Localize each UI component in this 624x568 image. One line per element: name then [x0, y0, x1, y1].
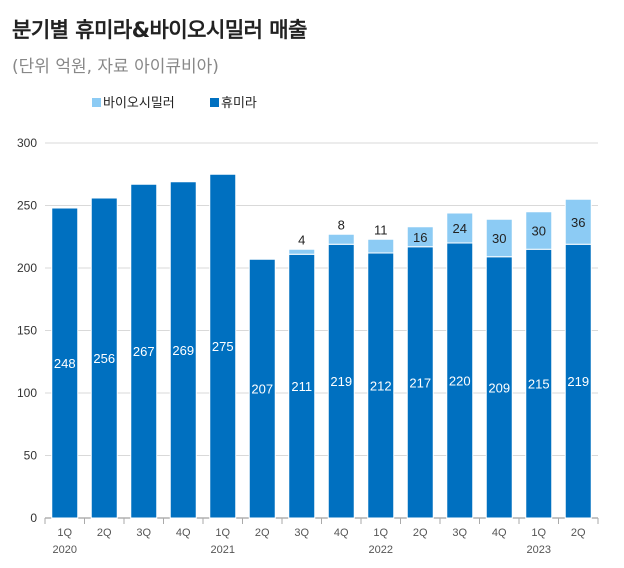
y-tick-label: 300 — [17, 136, 37, 150]
bar-humira — [327, 243, 355, 519]
legend-label: 휴미라 — [221, 96, 257, 111]
bar-humira — [51, 207, 79, 519]
bar-humira — [485, 256, 513, 519]
x-tick-label: 4Q — [492, 527, 507, 539]
x-tick-label: 3Q — [294, 527, 309, 539]
legend-swatch — [92, 98, 101, 107]
x-year-label: 2022 — [369, 544, 393, 556]
data-label-humira: 219 — [567, 374, 589, 389]
x-tick-label: 2Q — [413, 527, 428, 539]
chart-subtitle: (단위 억원, 자료 아이큐비아) — [12, 57, 219, 77]
bar-humira — [130, 183, 158, 519]
data-label-humira: 267 — [133, 344, 155, 359]
y-tick-label: 150 — [17, 324, 37, 338]
bar-humira — [248, 258, 276, 519]
x-tick-label: 4Q — [334, 527, 349, 539]
bar-biosimilar — [406, 226, 434, 248]
bar-biosimilar — [288, 248, 316, 255]
bar-humira — [90, 197, 118, 519]
data-label-humira: 207 — [251, 382, 273, 397]
data-label-humira: 219 — [330, 374, 352, 389]
data-label-humira: 209 — [488, 380, 510, 395]
x-tick-label: 4Q — [176, 527, 191, 539]
bar-humira — [406, 246, 434, 519]
x-year-label: 2021 — [211, 544, 235, 556]
y-tick-label: 100 — [17, 386, 37, 400]
bar-humira — [288, 253, 316, 519]
data-label-humira: 248 — [54, 356, 76, 371]
y-tick-label: 0 — [30, 511, 37, 525]
chart-title: 분기별 휴미라&바이오시밀러 매출 — [12, 18, 307, 42]
x-tick-label: 1Q — [531, 527, 546, 539]
y-tick-label: 250 — [17, 199, 37, 213]
x-tick-label: 3Q — [452, 527, 467, 539]
data-label-humira: 215 — [528, 377, 550, 392]
legend-swatch — [210, 98, 219, 107]
data-label-humira: 269 — [172, 343, 194, 358]
x-tick-label: 1Q — [215, 527, 230, 539]
bar-biosimilar — [485, 218, 513, 258]
x-year-label: 2020 — [53, 544, 77, 556]
data-label-biosimilar: 16 — [413, 230, 427, 245]
data-label-biosimilar: 4 — [298, 232, 305, 247]
data-label-biosimilar: 11 — [374, 222, 388, 237]
data-label-biosimilar: 8 — [338, 217, 345, 232]
y-tick-label: 50 — [24, 449, 38, 463]
data-label-humira: 217 — [409, 375, 431, 390]
bar-biosimilar — [327, 233, 355, 245]
bar-biosimilar — [367, 238, 395, 254]
data-label-humira: 220 — [449, 374, 471, 389]
bar-biosimilar — [446, 212, 474, 244]
x-year-label: 2023 — [527, 544, 551, 556]
x-tick-label: 2Q — [97, 527, 112, 539]
bar-biosimilar — [525, 211, 553, 250]
x-tick-label: 2Q — [571, 527, 586, 539]
bar-humira — [525, 248, 553, 519]
bar-humira — [169, 181, 197, 519]
x-tick-label: 1Q — [57, 527, 72, 539]
x-tick-label: 3Q — [136, 527, 151, 539]
x-tick-label: 1Q — [373, 527, 388, 539]
data-label-biosimilar: 30 — [492, 231, 506, 246]
bar-humira — [367, 252, 395, 519]
data-label-humira: 211 — [291, 379, 312, 394]
x-tick-label: 2Q — [255, 527, 270, 539]
data-label-humira: 212 — [370, 379, 392, 394]
legend-label: 바이오시밀러 — [103, 96, 175, 111]
y-tick-label: 200 — [17, 261, 37, 275]
data-label-biosimilar: 24 — [453, 221, 467, 236]
data-label-humira: 275 — [212, 339, 234, 354]
bar-humira — [209, 173, 237, 519]
data-label-humira: 256 — [93, 351, 115, 366]
bar-biosimilar — [564, 198, 592, 245]
data-label-biosimilar: 36 — [571, 215, 585, 230]
data-label-biosimilar: 30 — [532, 224, 546, 239]
